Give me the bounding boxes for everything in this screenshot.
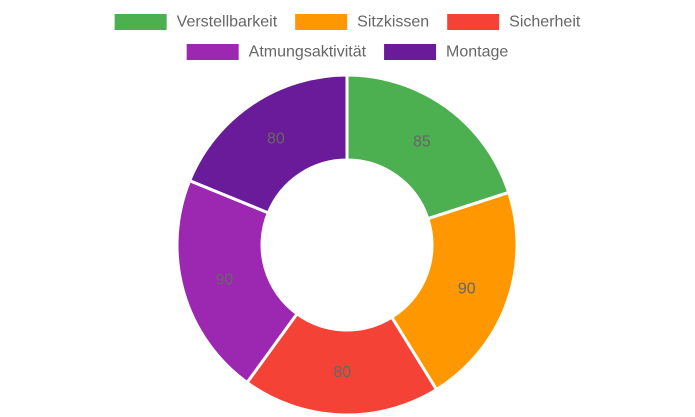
legend-label-montage: Montage	[446, 44, 508, 61]
legend-item-sicherheit[interactable]: Sicherheit	[447, 14, 581, 31]
legend-item-montage[interactable]: Montage	[384, 44, 508, 61]
slice-atmungsaktivitat[interactable]	[175, 178, 300, 385]
slice-sitzkissen[interactable]	[389, 190, 519, 392]
legend-swatch-verstellbarkeit	[114, 14, 167, 30]
legend-item-sitzkissen[interactable]: Sitzkissen	[295, 14, 429, 31]
legend-label-sicherheit: Sicherheit	[509, 14, 581, 31]
data-label-verstellbarkeit: 85	[413, 133, 431, 150]
legend-item-verstellbarkeit[interactable]: Verstellbarkeit	[114, 14, 278, 31]
legend-swatch-sicherheit	[447, 14, 500, 30]
data-label-sitzkissen: 90	[458, 280, 476, 297]
slice-verstellbarkeit[interactable]	[345, 73, 511, 221]
legend-swatch-sitzkissen	[295, 14, 348, 30]
slices	[175, 73, 519, 417]
data-label-montage: 80	[267, 131, 285, 148]
slice-sicherheit[interactable]	[244, 311, 439, 417]
data-label-atmungsaktivitat: 90	[215, 271, 233, 288]
data-labels: 85 90 80 90 80	[215, 131, 475, 381]
legend-label-verstellbarkeit: Verstellbarkeit	[177, 14, 278, 31]
legend-label-sitzkissen: Sitzkissen	[357, 14, 429, 31]
legend-swatch-atmungsaktivitat	[186, 44, 239, 60]
data-label-sicherheit: 80	[333, 364, 351, 381]
legend: Verstellbarkeit Sitzkissen Sicherheit Atmun…	[114, 14, 581, 61]
legend-item-atmungsaktivitat[interactable]: Atmungsaktivität	[186, 44, 367, 61]
slice-montage[interactable]	[187, 73, 349, 215]
legend-swatch-montage	[384, 44, 437, 60]
legend-label-atmungsaktivitat: Atmungsaktivität	[249, 44, 367, 61]
